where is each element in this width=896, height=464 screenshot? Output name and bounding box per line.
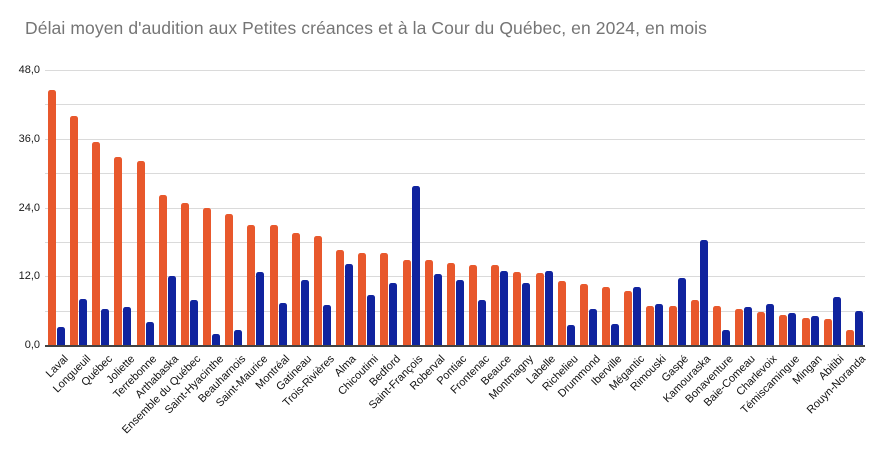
bar-petites-creances[interactable] <box>624 290 633 345</box>
bar-cour-du-quebec[interactable] <box>721 329 730 345</box>
x-axis-line <box>45 345 865 347</box>
bar-cour-du-quebec[interactable] <box>145 321 154 345</box>
bar-petites-creances[interactable] <box>313 235 322 345</box>
bar-petites-creances[interactable] <box>823 319 832 345</box>
bar-cour-du-quebec[interactable] <box>455 279 464 345</box>
bar-petites-creances[interactable] <box>491 264 500 345</box>
bar-cour-du-quebec[interactable] <box>854 310 863 345</box>
bar-cour-du-quebec[interactable] <box>478 300 487 345</box>
bar-petites-creances[interactable] <box>779 314 788 345</box>
bar-cour-du-quebec[interactable] <box>655 303 664 345</box>
bar-cour-du-quebec[interactable] <box>500 271 509 345</box>
bar-petites-creances[interactable] <box>136 160 145 345</box>
bar-petites-creances[interactable] <box>735 308 744 345</box>
bar-petites-creances[interactable] <box>424 260 433 345</box>
bar-petites-creances[interactable] <box>247 225 256 345</box>
bar-petites-creances[interactable] <box>358 252 367 345</box>
bar-petites-creances[interactable] <box>757 311 766 345</box>
bar-petites-creances[interactable] <box>646 306 655 345</box>
bar-cour-du-quebec[interactable] <box>544 270 553 345</box>
bar-petites-creances[interactable] <box>380 253 389 345</box>
bar-petites-creances[interactable] <box>48 90 56 345</box>
bar-petites-creances[interactable] <box>180 202 189 345</box>
bar-cour-du-quebec[interactable] <box>300 279 309 345</box>
bar-cour-du-quebec[interactable] <box>522 283 531 345</box>
bar-cour-du-quebec[interactable] <box>123 307 132 345</box>
bar-petites-creances[interactable] <box>291 232 300 345</box>
bar-petites-creances[interactable] <box>225 213 234 345</box>
gridline <box>45 138 865 140</box>
bar-cour-du-quebec[interactable] <box>433 273 442 345</box>
gridline <box>45 173 865 175</box>
bar-cour-du-quebec[interactable] <box>744 306 753 345</box>
chart-title: Délai moyen d'audition aux Petites créan… <box>25 18 708 38</box>
bar-petites-creances[interactable] <box>557 281 566 345</box>
bar-petites-creances[interactable] <box>668 306 677 345</box>
bar-cour-du-quebec[interactable] <box>101 308 110 345</box>
bar-cour-du-quebec[interactable] <box>322 304 331 345</box>
bar-petites-creances[interactable] <box>602 286 611 345</box>
gridline <box>45 310 865 312</box>
bar-cour-du-quebec[interactable] <box>278 302 287 345</box>
bar-petites-creances[interactable] <box>92 141 101 345</box>
bar-cour-du-quebec[interactable] <box>810 315 819 345</box>
bar-petites-creances[interactable] <box>469 265 478 345</box>
bar-cour-du-quebec[interactable] <box>256 271 265 345</box>
y-axis-tick-label: 24,0 <box>18 201 40 214</box>
bar-petites-creances[interactable] <box>712 306 721 345</box>
bar-petites-creances[interactable] <box>513 272 522 345</box>
gridline <box>45 276 865 278</box>
bar-cour-du-quebec[interactable] <box>57 326 65 345</box>
bar-petites-creances[interactable] <box>690 299 699 345</box>
gridline <box>45 104 865 106</box>
bar-petites-creances[interactable] <box>402 259 411 345</box>
bar-cour-du-quebec[interactable] <box>566 324 575 345</box>
gridline <box>45 241 865 243</box>
bar-cour-du-quebec[interactable] <box>234 330 243 345</box>
bar-cour-du-quebec[interactable] <box>389 282 398 345</box>
bar-cour-du-quebec[interactable] <box>766 304 775 345</box>
bar-petites-creances[interactable] <box>801 318 810 345</box>
bar-cour-du-quebec[interactable] <box>367 294 376 345</box>
bar-cour-du-quebec[interactable] <box>411 185 420 345</box>
bar-petites-creances[interactable] <box>269 225 278 345</box>
bar-petites-creances[interactable] <box>70 116 79 345</box>
bar-petites-creances[interactable] <box>114 157 123 345</box>
bar-petites-creances[interactable] <box>845 330 854 345</box>
bar-petites-creances[interactable] <box>446 263 455 345</box>
y-axis-tick-label: 48,0 <box>18 64 40 76</box>
gridline <box>45 70 865 71</box>
bar-cour-du-quebec[interactable] <box>189 299 198 345</box>
bar-petites-creances[interactable] <box>579 283 588 345</box>
bar-cour-du-quebec[interactable] <box>699 239 708 345</box>
bar-cour-du-quebec[interactable] <box>588 308 597 345</box>
bar-cour-du-quebec[interactable] <box>212 334 221 345</box>
y-axis-tick-label: 36,0 <box>18 132 40 145</box>
bar-cour-du-quebec[interactable] <box>832 296 841 345</box>
y-axis-tick-label: 0,0 <box>24 339 40 351</box>
y-axis-tick-label: 12,0 <box>18 270 40 283</box>
bar-cour-du-quebec[interactable] <box>611 324 620 345</box>
bar-petites-creances[interactable] <box>336 250 345 345</box>
bar-petites-creances[interactable] <box>203 207 212 345</box>
bar-cour-du-quebec[interactable] <box>345 263 354 345</box>
bar-cour-du-quebec[interactable] <box>79 298 88 345</box>
gridline <box>45 207 865 209</box>
bar-petites-creances[interactable] <box>158 195 167 345</box>
bar-petites-creances[interactable] <box>535 272 544 345</box>
bar-cour-du-quebec[interactable] <box>788 312 797 345</box>
bar-cour-du-quebec[interactable] <box>677 277 686 345</box>
bar-cour-du-quebec[interactable] <box>167 276 176 345</box>
bar-cour-du-quebec[interactable] <box>633 286 642 345</box>
